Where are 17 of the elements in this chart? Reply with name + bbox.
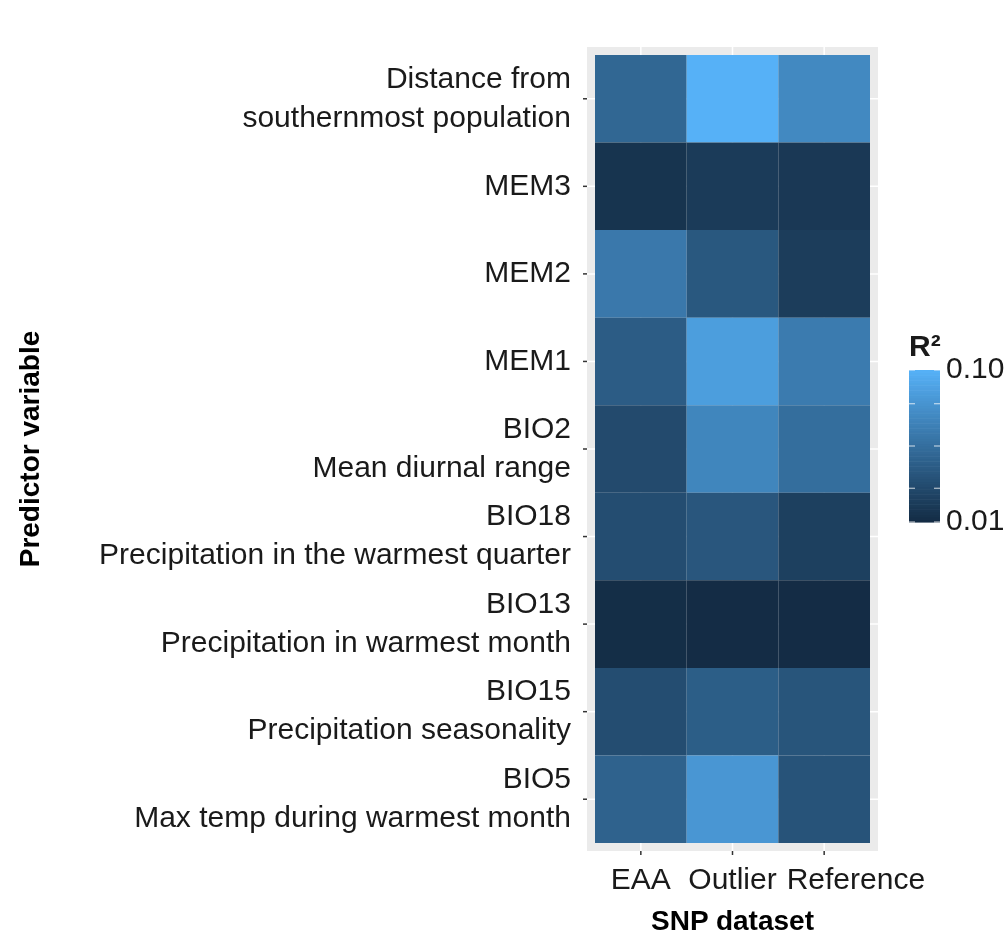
y-axis-title: Predictor variable	[13, 330, 45, 568]
color-bar-label: 0.01	[946, 503, 1005, 537]
color-bar-title: R²	[909, 329, 941, 362]
x-tick-label: Outlier	[688, 862, 777, 896]
y-tick-label: BIO15 Precipitation seasonality	[247, 673, 571, 746]
y-tick-label: Distance from southernmost population	[242, 60, 571, 133]
x-axis-title: SNP dataset	[651, 904, 814, 936]
x-tick-label: EAA	[610, 862, 671, 896]
y-tick-label: MEM2	[484, 255, 571, 289]
y-tick-label: BIO13 Precipitation in warmest month	[160, 585, 571, 658]
y-tick-label: BIO18 Precipitation in the warmest quarter	[99, 498, 571, 571]
y-tick-label: BIO2 Mean diurnal range	[312, 410, 571, 483]
y-tick-label: MEM3	[484, 167, 571, 201]
y-tick-label: BIO5 Max temp during warmest month	[134, 760, 571, 833]
x-tick-label: Reference	[786, 862, 926, 896]
color-bar-label: 0.10	[946, 351, 1005, 385]
y-tick-label: MEM1	[484, 342, 571, 376]
